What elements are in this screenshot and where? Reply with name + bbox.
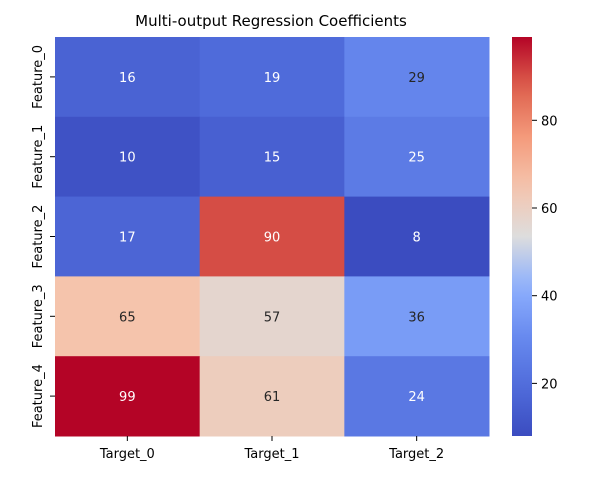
y-tick-label: Feature_1 [31, 125, 46, 189]
y-tick-label: Feature_4 [31, 364, 46, 428]
heatmap-cell [344, 356, 490, 437]
heatmap-cell [199, 196, 345, 277]
cell-value-label: 65 [119, 310, 136, 325]
x-tick-label: Target_0 [99, 447, 155, 462]
heatmap-cell [199, 37, 345, 118]
heatmap-cell [199, 356, 345, 437]
cell-value-label: 29 [408, 71, 425, 86]
heatmap-cell [344, 276, 490, 357]
x-tick-label: Target_2 [388, 447, 444, 462]
x-tick-labels: Target_0 Target_1 Target_2 [99, 436, 444, 462]
colorbar-tick-label: 40 [541, 290, 558, 305]
cell-value-label: 99 [119, 390, 136, 405]
heatmap-cell [55, 356, 201, 437]
heatmap-cell [55, 196, 201, 277]
colorbar-gradient [512, 37, 532, 436]
cell-value-label: 8 [413, 231, 421, 246]
cell-value-label: 19 [264, 71, 281, 86]
cell-value-label: 57 [264, 310, 281, 325]
heatmap-cell [344, 37, 490, 118]
colorbar-tick-label: 80 [541, 114, 558, 129]
heatmap-cell [344, 116, 490, 198]
heatmap-cells: 16 19 29 10 15 25 17 90 8 65 57 36 99 61 24 [55, 37, 490, 437]
colorbar: 20 40 60 80 [512, 37, 558, 436]
y-tick-labels: Feature_0 Feature_1 Feature_2 Feature_3 Feat… [31, 45, 55, 428]
cell-value-label: 61 [264, 390, 281, 405]
heatmap-cell [199, 276, 345, 357]
heatmap-cell [55, 276, 201, 357]
heatmap-cell [55, 116, 201, 198]
chart-title: Multi-output Regression Coefficients [135, 12, 407, 30]
y-tick-label: Feature_3 [31, 284, 46, 348]
cell-value-label: 15 [264, 151, 281, 166]
cell-value-label: 24 [408, 390, 425, 405]
y-tick-label: Feature_0 [31, 45, 46, 109]
colorbar-tick-label: 20 [541, 377, 558, 392]
cell-value-label: 16 [119, 71, 136, 86]
heatmap-cell [344, 196, 490, 277]
cell-value-label: 90 [264, 231, 281, 246]
cell-value-label: 10 [119, 151, 136, 166]
y-tick-label: Feature_2 [31, 205, 46, 269]
heatmap-cell [199, 116, 345, 198]
heatmap-cell [55, 37, 201, 118]
cell-value-label: 36 [408, 310, 425, 325]
colorbar-tick-label: 60 [541, 202, 558, 217]
cell-value-label: 17 [119, 231, 136, 246]
cell-value-label: 25 [408, 151, 425, 166]
x-tick-label: Target_1 [244, 447, 300, 462]
